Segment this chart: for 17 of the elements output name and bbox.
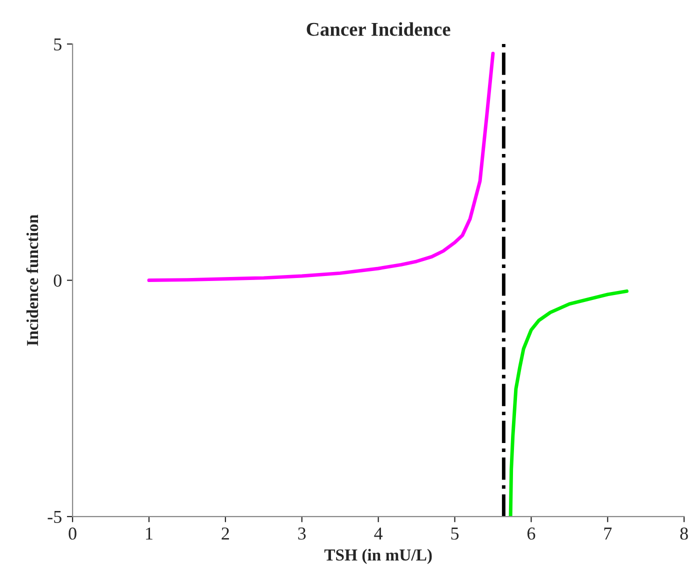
x-tick-label: 6 — [527, 528, 536, 540]
x-tick-label: 7 — [604, 528, 612, 540]
x-tick-label: 3 — [298, 528, 306, 540]
x-tick-label: 8 — [680, 528, 688, 540]
chart-title: Cancer Incidence — [306, 22, 450, 36]
line-series — [508, 289, 628, 517]
x-tick-label: 0 — [68, 528, 76, 540]
y-tick-label: 5 — [54, 38, 62, 50]
x-tick-label: 2 — [222, 528, 229, 540]
line-series — [147, 52, 495, 282]
y-axis-title: Incidence function — [26, 214, 38, 346]
x-tick-label: 4 — [374, 528, 383, 540]
y-tick-label: -5 — [48, 511, 62, 523]
x-axis-title: TSH (in mU/L) — [324, 548, 432, 564]
x-tick-label: 1 — [146, 528, 152, 540]
y-tick-label: 0 — [54, 274, 62, 287]
x-tick-label: 5 — [451, 528, 459, 540]
